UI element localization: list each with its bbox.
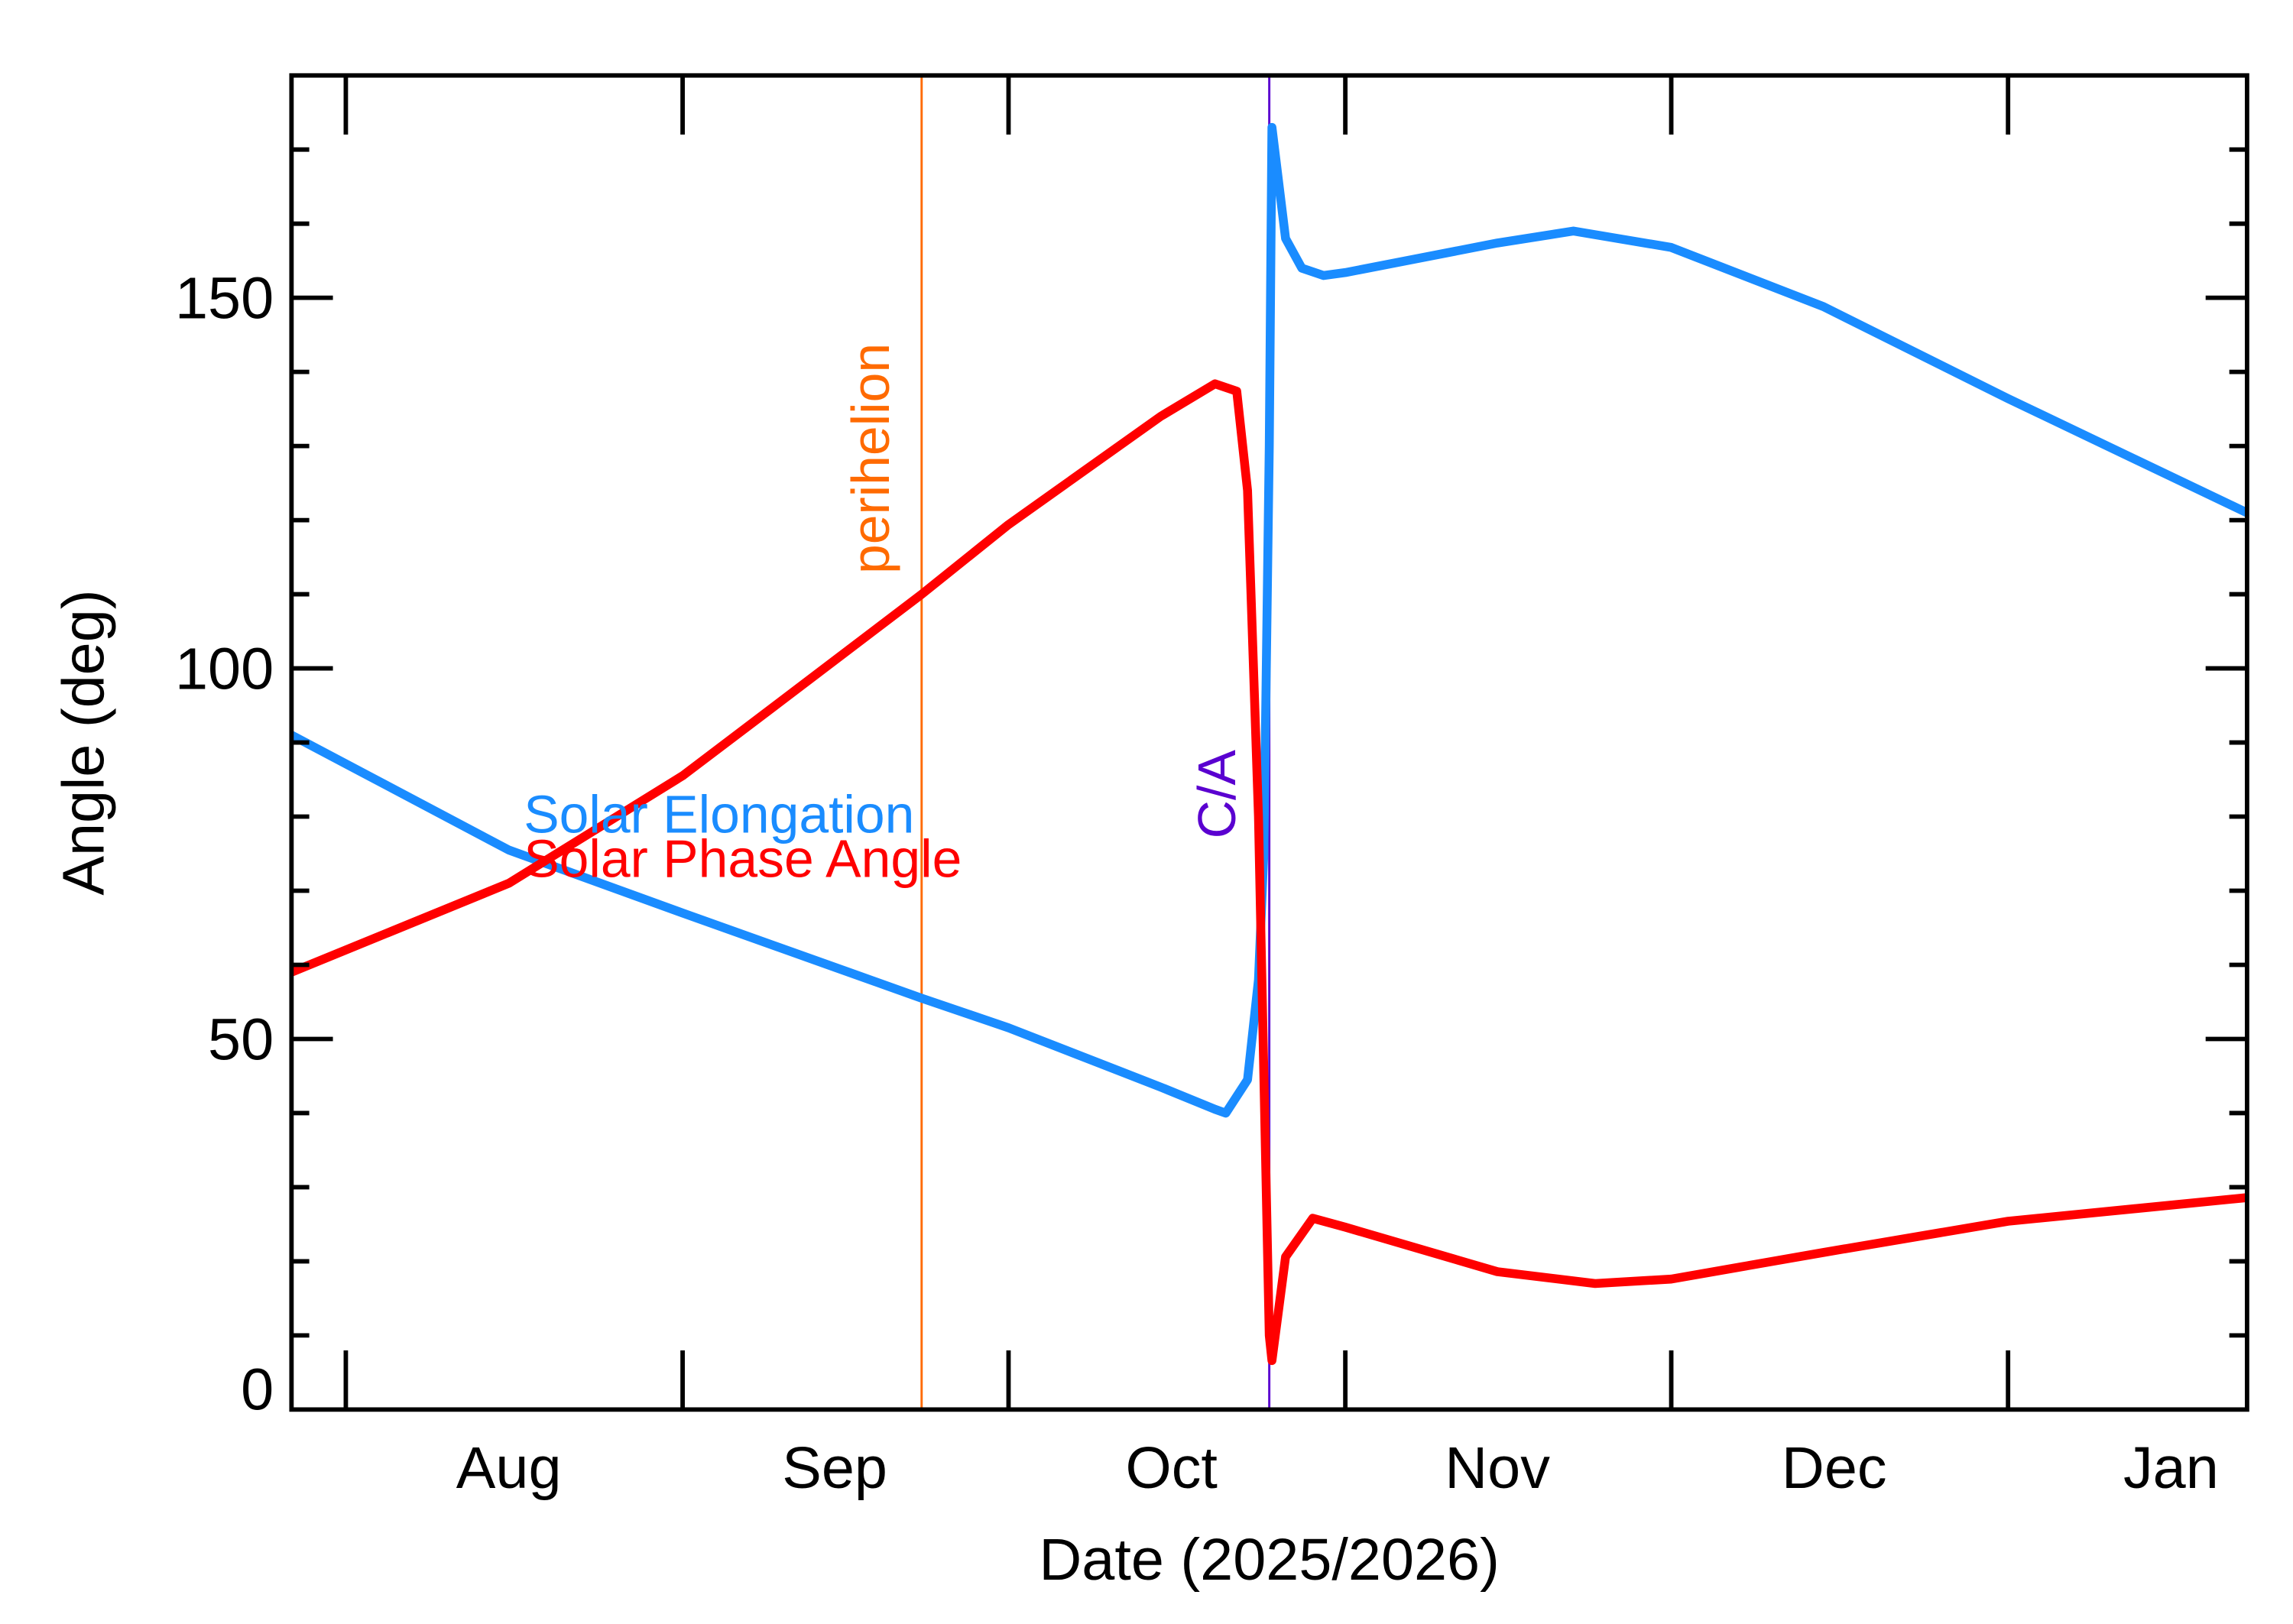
closest-approach-label: C/A xyxy=(1187,750,1247,839)
chart-marks: perihelion C/A xyxy=(289,75,2249,1410)
series-line-solar-phase-angle xyxy=(290,379,2248,1366)
y-tick-label: 100 xyxy=(175,637,274,702)
x-tick-label: Oct xyxy=(1125,1435,1217,1501)
series-line-solar-elongation xyxy=(289,122,2249,1118)
legend-solar-elongation: Solar Elongation xyxy=(524,785,914,844)
x-tick-label: Dec xyxy=(1782,1435,1887,1501)
x-tick-label: Jan xyxy=(2123,1435,2219,1501)
y-tick-label: 150 xyxy=(175,266,274,332)
y-tick-label: 0 xyxy=(241,1357,274,1422)
y-tick-label: 50 xyxy=(208,1007,274,1073)
y-axis-label: Angle (deg) xyxy=(51,589,117,895)
x-tick-label: Aug xyxy=(456,1435,562,1501)
perihelion-label: perihelion xyxy=(841,343,900,574)
x-tick-label: Nov xyxy=(1445,1435,1550,1501)
x-tick-label: Sep xyxy=(782,1435,887,1501)
x-axis-label: Date (2025/2026) xyxy=(1039,1527,1499,1593)
axis-ticks: 0 50 100 150 Aug Sep Oct Nov Dec Jan xyxy=(175,75,2247,1501)
legend-solar-phase-angle: Solar Phase Angle xyxy=(524,829,962,889)
